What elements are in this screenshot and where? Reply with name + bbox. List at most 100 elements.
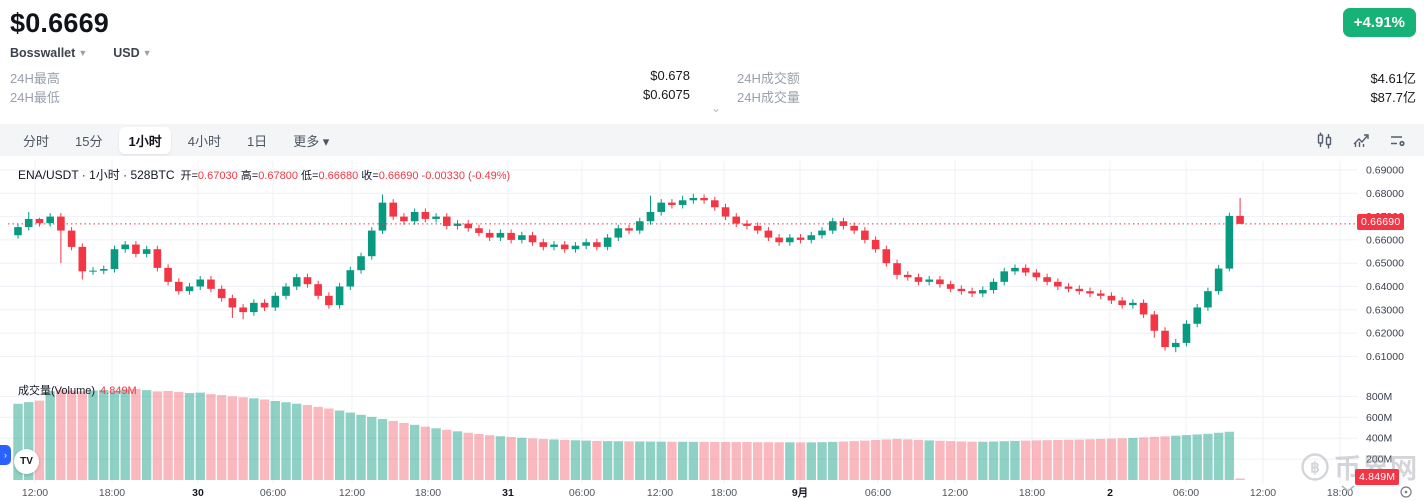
interval-tab-4小时[interactable]: 4小时	[187, 133, 221, 149]
candle-body	[228, 298, 237, 308]
volume-axis-label: 800M	[1366, 391, 1392, 403]
candlestick-style-icon[interactable]	[1314, 130, 1334, 150]
volume-bar	[924, 440, 934, 480]
candle-body	[475, 228, 483, 233]
volume-bar	[849, 441, 859, 480]
candle-body	[914, 277, 923, 282]
candle-body	[1054, 281, 1062, 287]
time-axis-label: 2	[1107, 487, 1113, 499]
candle-body	[185, 286, 194, 292]
volume-bar	[602, 441, 613, 480]
volume-bar	[324, 408, 334, 480]
volume-bar	[120, 389, 130, 480]
candle-body	[560, 244, 569, 250]
candle-body	[518, 235, 526, 240]
interval-tab-分时[interactable]: 分时	[23, 133, 50, 149]
ohlc-low-value: 0.66680	[318, 170, 359, 182]
volume-bar	[1042, 440, 1052, 480]
drawing-toolbar-expand-button[interactable]: ›	[0, 445, 11, 465]
volume-bar	[538, 439, 548, 480]
current-volume-axis-badge: 4.849M	[1355, 469, 1400, 485]
candle-body	[957, 288, 966, 292]
candle-body	[282, 286, 290, 296]
volume-bar	[870, 439, 881, 480]
volume-bar	[206, 394, 216, 480]
candle-body	[1011, 267, 1019, 272]
volume-bar	[345, 412, 356, 480]
candle-body	[389, 202, 397, 217]
volume-bar	[484, 435, 495, 480]
time-axis-label: 18:00	[1327, 487, 1353, 499]
volume-bar	[1171, 435, 1181, 480]
candlestick-chart-canvas[interactable]: 0.690000.680000.670000.660000.650000.640…	[0, 156, 1424, 502]
ohlc-open-label: 开=	[180, 170, 198, 182]
currency-selector[interactable]: USD ▼	[113, 46, 151, 60]
volume-bar	[45, 391, 55, 480]
change-badge: +4.91%	[1342, 8, 1416, 37]
indicator-settings-icon[interactable]	[1388, 130, 1408, 150]
line-chart-style-icon[interactable]	[1351, 130, 1371, 150]
interval-more-dropdown[interactable]: 更多 ▾	[293, 133, 330, 149]
candle-body	[539, 242, 548, 247]
volume-bar	[881, 439, 892, 480]
volume-bar	[184, 393, 195, 480]
ohlc-close-value: 0.66690	[378, 170, 419, 182]
candle-body	[775, 237, 783, 243]
volume-axis-label: 200M	[1366, 454, 1392, 466]
volume-bar	[377, 418, 388, 480]
interval-tab-1小时[interactable]: 1小时	[119, 126, 171, 154]
interval-toolbar: 分时 15分 1小时 4小时 1日 更多 ▾	[0, 124, 1424, 156]
volume-bar	[720, 441, 731, 480]
volume-bar	[77, 391, 88, 480]
candle-body	[711, 200, 719, 208]
candle-body	[46, 216, 54, 224]
candle-body	[850, 225, 858, 231]
volume-bar	[988, 441, 999, 480]
caret-down-icon: ▼	[142, 48, 152, 58]
volume-bar	[1063, 439, 1074, 480]
candle-body	[335, 286, 344, 306]
volume-bar	[420, 426, 431, 480]
candle-body	[936, 279, 944, 285]
candle-body	[893, 263, 901, 275]
candle-body	[593, 242, 601, 247]
volume-bar	[474, 434, 484, 480]
header: $0.6669 +4.91% Bosswallet ▼ USD ▼ 24H最高 …	[0, 0, 1424, 124]
tradingview-logo[interactable]: TV	[14, 449, 39, 474]
stats-expand-chevron-icon[interactable]: ⌄	[710, 101, 722, 115]
volume-bar	[334, 410, 345, 480]
candle-body	[1139, 302, 1148, 315]
volume-bar	[270, 400, 280, 480]
candle-body	[1043, 277, 1051, 282]
candle-body	[67, 230, 76, 247]
time-axis-label: 06:00	[865, 487, 891, 499]
stat-label-24h-high: 24H最高	[10, 71, 60, 86]
axis-clock-icon[interactable]	[1400, 486, 1412, 498]
candle-body	[175, 281, 183, 292]
chart-legend: ENA/USDT · 1小时 · 528BTC 开=0.67030 高=0.678…	[18, 166, 510, 183]
interval-tab-15分[interactable]: 15分	[75, 133, 103, 149]
exchange-selector[interactable]: Bosswallet ▼	[10, 46, 87, 60]
candle-body	[121, 244, 129, 250]
chart-area: 0.690000.680000.670000.660000.650000.640…	[0, 156, 1424, 502]
volume-bar	[227, 396, 238, 480]
volume-bar	[527, 438, 538, 480]
candle-body	[1193, 307, 1201, 324]
interval-tab-1日[interactable]: 1日	[246, 133, 268, 149]
volume-bar	[131, 388, 141, 480]
candle-body	[496, 232, 505, 238]
candle-body	[400, 216, 408, 222]
volume-bar	[1224, 431, 1235, 480]
volume-bar	[152, 391, 163, 480]
candle-body	[646, 211, 655, 222]
candle-body	[410, 211, 419, 222]
ohlc-high-value: 0.67800	[258, 170, 298, 182]
volume-bar	[645, 441, 656, 480]
volume-bar	[216, 395, 227, 480]
scroll-realtime-chevron-icon[interactable]	[1341, 485, 1355, 492]
volume-bar	[1031, 440, 1042, 480]
volume-bar	[592, 440, 602, 480]
volume-bar	[356, 414, 366, 480]
volume-bar	[1138, 437, 1149, 480]
candle-body	[582, 242, 590, 246]
